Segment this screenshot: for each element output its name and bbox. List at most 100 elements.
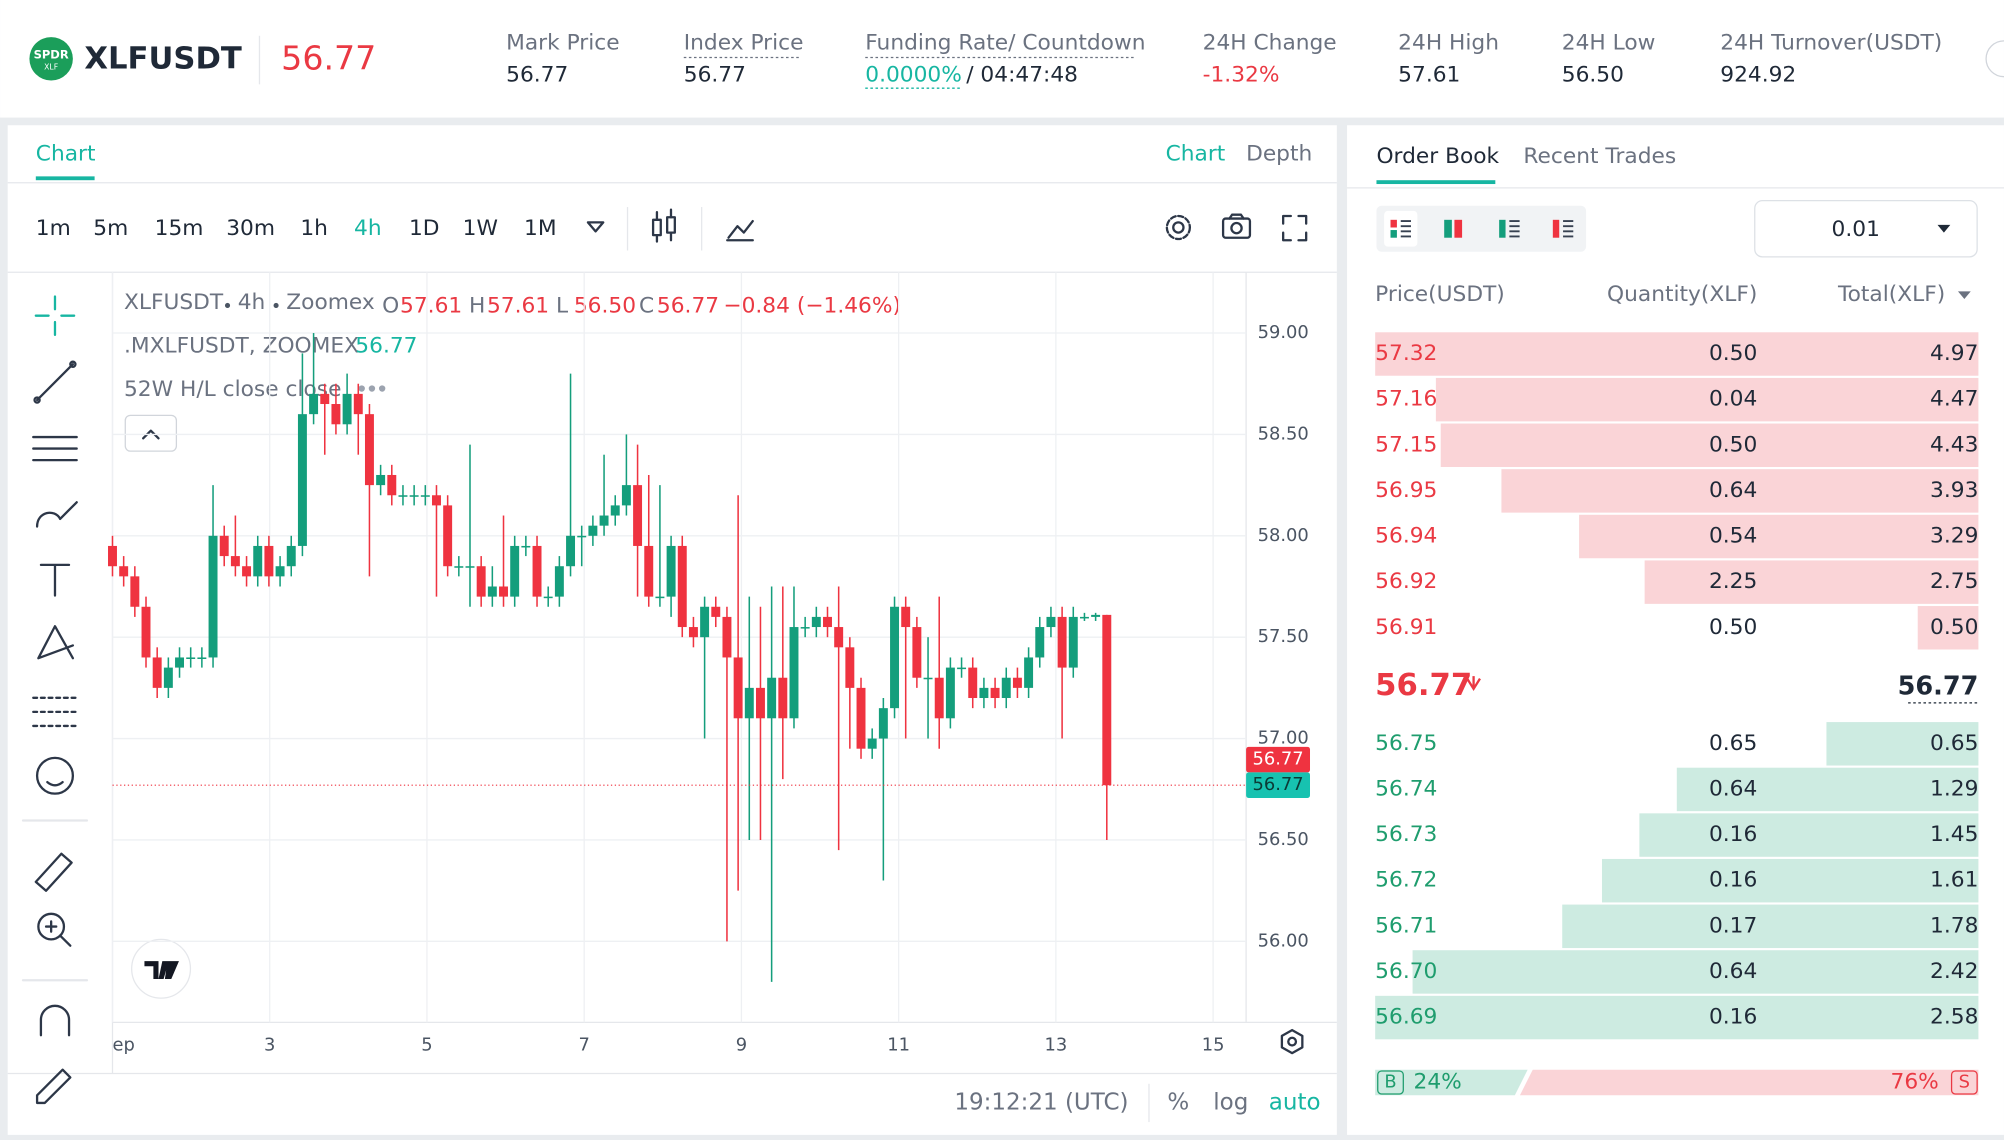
collapse-button[interactable] bbox=[124, 414, 178, 452]
sell-percent: 76% bbox=[1891, 1069, 1939, 1094]
x-tick-label: 9 bbox=[736, 1034, 747, 1055]
interval[interactable]: 1W bbox=[463, 216, 498, 241]
auto-toggle[interactable]: auto bbox=[1269, 1089, 1321, 1115]
percent-toggle[interactable]: % bbox=[1167, 1089, 1189, 1115]
camera-icon[interactable] bbox=[1221, 213, 1252, 239]
candle-body bbox=[432, 495, 441, 506]
candle-body bbox=[521, 545, 531, 548]
ob-price[interactable]: 56.92 bbox=[1375, 569, 1437, 594]
settings-icon[interactable] bbox=[1165, 214, 1192, 241]
candle-body bbox=[543, 596, 553, 599]
candle-body bbox=[242, 566, 252, 577]
depth-bar bbox=[1440, 423, 1979, 467]
stat-value: 56.77 bbox=[684, 62, 746, 87]
ob-price[interactable]: 56.75 bbox=[1375, 731, 1437, 756]
depth-bar bbox=[1644, 560, 1979, 604]
ob-price[interactable]: 56.70 bbox=[1375, 959, 1437, 984]
column-header: Total(XLF) bbox=[1837, 282, 1945, 307]
ob-price[interactable]: 56.73 bbox=[1375, 822, 1437, 847]
candle-body bbox=[141, 606, 151, 658]
menu-dot[interactable] bbox=[358, 385, 365, 392]
ob-price[interactable]: 56.71 bbox=[1375, 913, 1437, 938]
candle-body bbox=[878, 708, 888, 739]
header-bar bbox=[0, 0, 2004, 118]
tab-underline bbox=[1376, 180, 1496, 185]
stat-label: 24H Change bbox=[1203, 30, 1337, 55]
candle-body bbox=[1068, 616, 1078, 668]
ob-quantity: 0.64 bbox=[1709, 959, 1757, 984]
ob-total: 3.29 bbox=[1930, 524, 1978, 549]
view-toggle[interactable] bbox=[1376, 205, 1587, 252]
dropdown-icon[interactable] bbox=[586, 221, 605, 233]
view-tab[interactable]: Depth bbox=[1246, 142, 1312, 167]
candle-body bbox=[1024, 657, 1034, 688]
y-tick-label: 58.50 bbox=[1258, 423, 1309, 444]
ob-price[interactable]: 57.32 bbox=[1375, 341, 1437, 366]
ob-quantity: 0.50 bbox=[1709, 341, 1757, 366]
candles-icon[interactable] bbox=[651, 208, 676, 243]
ob-quantity: 0.16 bbox=[1709, 822, 1757, 847]
ob-price[interactable]: 57.16 bbox=[1375, 387, 1437, 412]
tab[interactable]: Chart bbox=[36, 142, 96, 167]
candle-body bbox=[1012, 677, 1022, 688]
column-header: Quantity(XLF) bbox=[1607, 282, 1757, 307]
ob-price[interactable]: 56.72 bbox=[1375, 868, 1437, 893]
interval[interactable]: 1D bbox=[409, 216, 440, 241]
legend-ohlc-label: H bbox=[469, 294, 485, 319]
view-tab[interactable]: Chart bbox=[1166, 142, 1226, 167]
stat-value: 0.0000% bbox=[865, 62, 962, 87]
ob-price[interactable]: 56.74 bbox=[1375, 776, 1437, 801]
interval[interactable]: 1h bbox=[300, 216, 328, 241]
fullscreen-icon[interactable] bbox=[1282, 214, 1308, 242]
candle-body bbox=[979, 687, 989, 699]
ob-total: 1.29 bbox=[1930, 776, 1978, 801]
ob-quantity: 0.17 bbox=[1709, 913, 1757, 938]
drawing-tools[interactable] bbox=[21, 295, 89, 1105]
axis-settings-icon[interactable] bbox=[1280, 1028, 1304, 1055]
candle-body bbox=[499, 586, 508, 597]
legend-indicator: 52W H/L close close bbox=[124, 377, 341, 402]
ob-total: 2.75 bbox=[1930, 569, 1978, 594]
depth-bar bbox=[1826, 722, 1979, 766]
chart-panel bbox=[7, 125, 1337, 1135]
interval[interactable]: 15m bbox=[155, 216, 204, 241]
interval[interactable]: 30m bbox=[226, 216, 275, 241]
ob-price[interactable]: 57.15 bbox=[1375, 432, 1437, 457]
candle-body bbox=[342, 393, 352, 425]
ob-quantity: 0.65 bbox=[1709, 731, 1757, 756]
sell-badge bbox=[1950, 1070, 1978, 1095]
depth-bar bbox=[1501, 469, 1979, 513]
ob-price[interactable]: 56.91 bbox=[1375, 615, 1437, 640]
precision[interactable]: 0.01 bbox=[1832, 217, 1880, 242]
interval[interactable]: 1M bbox=[524, 216, 557, 241]
candle-body bbox=[476, 566, 486, 597]
x-tick-label: 11 bbox=[887, 1034, 910, 1055]
candle-body bbox=[688, 627, 698, 638]
sort-icon[interactable] bbox=[1957, 291, 1971, 300]
indicators-icon[interactable] bbox=[726, 219, 754, 242]
ob-quantity: 0.64 bbox=[1709, 776, 1757, 801]
log-toggle[interactable]: log bbox=[1213, 1089, 1248, 1115]
stat-label[interactable]: Funding Rate/ Countdown bbox=[865, 30, 1145, 55]
depth-bar bbox=[1676, 767, 1979, 812]
interval[interactable]: 1m bbox=[36, 216, 71, 241]
interval[interactable]: 4h bbox=[354, 216, 382, 241]
precision-select[interactable] bbox=[1754, 200, 1978, 258]
candle-body bbox=[867, 738, 877, 749]
ob-price[interactable]: 56.94 bbox=[1375, 524, 1437, 549]
ob-tab[interactable]: Order Book bbox=[1376, 144, 1499, 169]
ob-price[interactable]: 56.69 bbox=[1375, 1005, 1437, 1030]
interval[interactable]: 5m bbox=[93, 216, 128, 241]
candle-body bbox=[811, 616, 821, 628]
y-tick-label: 57.00 bbox=[1258, 728, 1309, 749]
candle-body bbox=[722, 616, 732, 658]
candle-body bbox=[353, 393, 363, 415]
candle-body bbox=[208, 535, 218, 658]
candle-body bbox=[253, 545, 263, 577]
candle-body bbox=[487, 586, 497, 597]
ob-price[interactable]: 56.95 bbox=[1375, 478, 1437, 503]
ob-tab[interactable]: Recent Trades bbox=[1523, 144, 1676, 169]
stat-label[interactable]: Index Price bbox=[684, 30, 804, 55]
view-icons[interactable] bbox=[1390, 219, 1574, 238]
